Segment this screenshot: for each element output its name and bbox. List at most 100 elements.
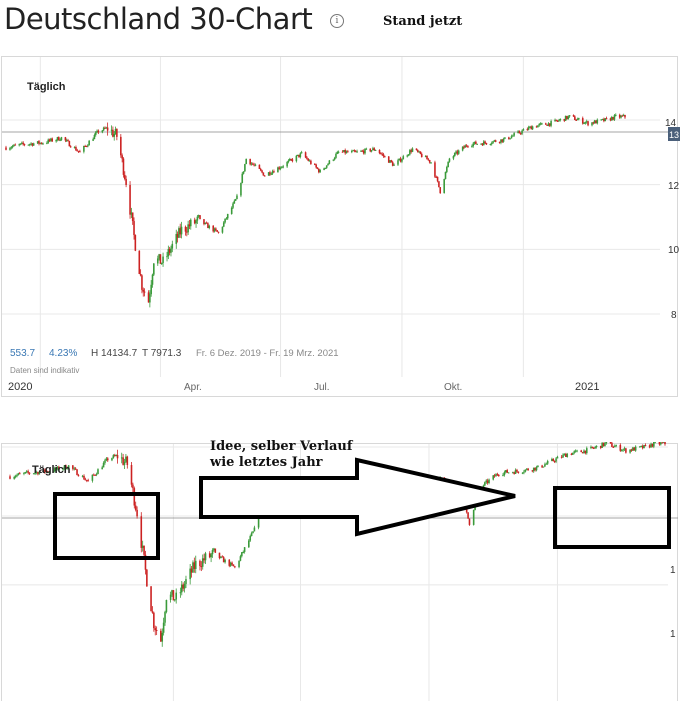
y-tick-label: 8 xyxy=(671,310,677,321)
candle-body xyxy=(160,262,163,264)
candle-body xyxy=(641,445,644,449)
candle-body xyxy=(110,129,113,131)
stat-low: T 7971.3 xyxy=(142,348,182,359)
candle-body xyxy=(211,550,214,555)
candle-body xyxy=(600,119,603,121)
candle-body xyxy=(14,476,17,478)
candle-body xyxy=(271,171,274,174)
candle-body xyxy=(574,450,577,452)
candle-body xyxy=(611,443,613,447)
candle-body xyxy=(138,250,141,275)
candle-body xyxy=(372,148,374,151)
candle-body xyxy=(193,562,196,569)
candle-body xyxy=(104,460,106,463)
candle-body xyxy=(57,137,60,141)
candle-body xyxy=(278,167,281,169)
candle-body xyxy=(254,164,257,166)
candle-body xyxy=(615,444,617,447)
candle-body xyxy=(439,187,442,194)
candle-body xyxy=(535,126,538,128)
candle-body xyxy=(517,471,520,473)
candle-body xyxy=(364,148,366,154)
candle-body xyxy=(513,472,515,474)
candle-body xyxy=(48,139,51,141)
chart-top: Täglich 553.7 4.23% H 14134.7 T 7971.3 F… xyxy=(1,56,680,397)
candle-body xyxy=(509,138,511,140)
candle-body xyxy=(282,166,284,168)
candle-body xyxy=(457,150,460,154)
candle-body xyxy=(267,172,270,176)
candle-body xyxy=(102,127,105,131)
candle-body xyxy=(535,467,538,471)
candle-body xyxy=(153,612,155,629)
candle-body xyxy=(428,159,431,163)
candle-body xyxy=(484,482,486,486)
stat-range: Fr. 6 Dez. 2019 - Fr. 19 Mrz. 2021 xyxy=(196,348,339,359)
candle-body xyxy=(558,120,560,122)
candle-body xyxy=(224,559,226,563)
candle-body xyxy=(463,146,465,148)
candle-body xyxy=(629,449,631,453)
candle-body xyxy=(485,143,488,145)
candle-body xyxy=(393,164,395,166)
candle-body xyxy=(74,468,77,470)
candle-body xyxy=(411,148,414,152)
candle-body xyxy=(362,150,365,154)
candle-body xyxy=(38,141,40,144)
candle-body xyxy=(250,163,253,165)
candle-body xyxy=(204,553,207,561)
candle-body xyxy=(461,146,464,151)
candle-body xyxy=(553,461,556,463)
candle-body xyxy=(658,442,661,445)
candle-body xyxy=(633,447,636,451)
candle-body xyxy=(529,126,531,128)
candle-body xyxy=(324,167,327,169)
candle-body xyxy=(575,119,577,121)
candle-body xyxy=(650,443,652,448)
candle-body xyxy=(374,149,377,151)
candle-body xyxy=(84,479,87,481)
candle-body xyxy=(315,164,317,168)
candle-body xyxy=(307,158,310,161)
candle-body xyxy=(290,159,292,161)
candle-body xyxy=(184,226,187,232)
candle-body xyxy=(281,166,283,168)
candle-body xyxy=(475,141,477,145)
candle-body xyxy=(435,176,438,178)
candle-body xyxy=(31,143,34,146)
candle-body xyxy=(288,159,291,161)
candle-body xyxy=(97,130,100,133)
candle-body xyxy=(141,275,143,290)
candle-body xyxy=(147,292,150,303)
candle-body xyxy=(232,564,235,567)
candle-body xyxy=(253,527,256,532)
period-label: Täglich xyxy=(32,464,71,476)
candle-body xyxy=(76,469,78,476)
highlight-box-2021 xyxy=(553,486,671,549)
candle-body xyxy=(37,471,39,475)
candle-body xyxy=(498,141,501,143)
candle-body xyxy=(69,146,72,148)
candle-body xyxy=(113,455,116,457)
candle-body xyxy=(444,171,447,180)
candle-body xyxy=(446,167,448,172)
candle-body xyxy=(527,127,530,130)
candle-body xyxy=(566,453,569,457)
info-icon[interactable]: i xyxy=(330,14,344,28)
candle-body xyxy=(532,467,535,472)
candle-body xyxy=(591,446,594,448)
candle-body xyxy=(35,471,38,473)
candle-body xyxy=(551,458,553,462)
candle-body xyxy=(150,586,152,612)
candle-body xyxy=(468,518,471,525)
candle-body xyxy=(354,151,357,153)
candle-body xyxy=(11,146,14,148)
candle-body xyxy=(401,159,403,162)
candle-body xyxy=(332,159,335,161)
candle-body xyxy=(261,170,263,173)
candle-body xyxy=(13,477,15,479)
candle-body xyxy=(112,129,114,137)
candle-body xyxy=(660,442,662,445)
candle-body xyxy=(306,157,308,159)
candle-body xyxy=(180,584,183,593)
